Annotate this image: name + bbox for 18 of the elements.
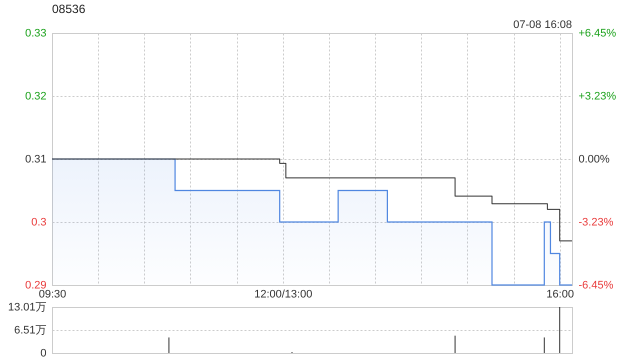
y2-tick-label: +6.45% xyxy=(578,28,616,40)
y-tick-label: 0.32 xyxy=(25,90,46,102)
y-tick-label: 0.33 xyxy=(25,28,46,40)
chart-title: 08536 xyxy=(52,2,86,16)
y2-tick-label: -6.45% xyxy=(578,280,614,292)
y-tick-label: 13.01万 xyxy=(8,302,46,314)
x-tick-label: 16:00 xyxy=(546,288,574,300)
y-tick-label: 0.31 xyxy=(25,154,46,166)
y2-tick-label: -3.23% xyxy=(578,216,614,229)
x-tick-label: 09:30 xyxy=(38,288,66,300)
y-tick-label: 6.51万 xyxy=(14,324,46,336)
y2-tick-label: 0.00% xyxy=(578,154,610,166)
text: 07-08 16:08 xyxy=(513,19,572,31)
y2-tick-label: +3.23% xyxy=(578,90,616,102)
y-tick-label: 0 xyxy=(40,348,46,360)
y-tick-label: 0.3 xyxy=(31,216,46,228)
y-tick-label: 0.29 xyxy=(25,280,46,292)
x-tick-label: 12:00/13:00 xyxy=(254,288,312,300)
